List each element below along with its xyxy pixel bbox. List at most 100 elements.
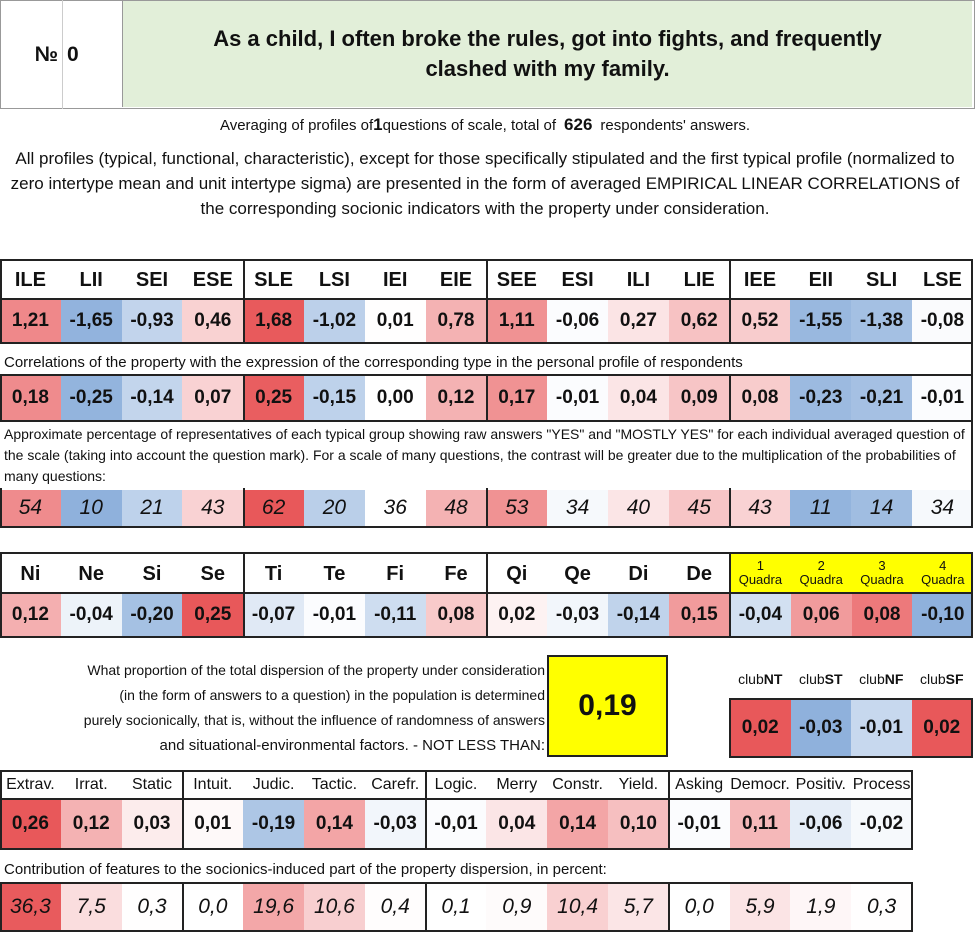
type-correlation-see: 0,17 (486, 376, 548, 420)
function-value-qi: 0,02 (486, 594, 548, 636)
type-percentage-lse: 34 (912, 490, 973, 526)
respondent-count: 626 (564, 115, 593, 134)
feature-value-democr: 0,11 (729, 800, 791, 848)
type-correlation-lii: -0,25 (60, 376, 122, 420)
feature-value-intuit: 0,01 (182, 800, 244, 848)
type-correlation-esi: -0,01 (547, 376, 608, 420)
function-value-de: 0,15 (668, 594, 730, 636)
function-label-te: Te (323, 562, 346, 585)
feature-value-extrav: 0,26 (0, 800, 61, 848)
grid-line (0, 488, 2, 528)
feature-value-tactic: 0,14 (304, 800, 365, 848)
type-percentage-see: 53 (486, 490, 548, 526)
type-label-ili: ILI (626, 268, 651, 291)
feature-contribution-process: 0,3 (851, 884, 912, 930)
type-correlation-lie: 0,09 (668, 376, 730, 420)
quadra-value-2: 0,08 (851, 594, 913, 636)
feature-label-process: Process (852, 776, 911, 793)
grid-line (0, 552, 2, 638)
feature-label-positiv: Positiv. (795, 776, 846, 793)
quadra-value-0: -0,04 (730, 594, 791, 636)
description-text: All profiles (typical, functional, chara… (10, 149, 960, 218)
function-value-se: 0,25 (182, 594, 244, 636)
feature-label-extrav: Extrav. (6, 776, 55, 793)
grid-line (0, 798, 913, 800)
grid-line (486, 259, 488, 344)
quadra-label-3: 3 Quadra (851, 554, 913, 592)
club-value-3: 0,02 (911, 700, 972, 756)
type-correlation-iee: 0,08 (729, 376, 791, 420)
question-title: As a child, I often broke the rules, got… (122, 1, 972, 107)
feature-label-democr: Democr. (730, 776, 790, 793)
feature-label-judic: Judic. (252, 776, 295, 793)
feature-contribution-democr: 5,9 (729, 884, 791, 930)
club-label-st: club ST (798, 671, 843, 687)
function-label-ti: Ti (264, 562, 283, 585)
feature-value-process: -0,02 (851, 800, 912, 848)
grid-line (729, 374, 731, 422)
grid-line (729, 552, 731, 638)
grid-line (0, 882, 913, 884)
feature-label-constr: Constr. (552, 776, 603, 793)
summary-line: Averaging of profiles of 1 questions of … (219, 115, 751, 134)
feature-value-positiv: -0,06 (790, 800, 852, 848)
grid-line (971, 259, 973, 528)
number-value: 0 (62, 0, 122, 109)
type-profile-lii: -1,65 (60, 300, 122, 342)
type-profile-iee: 0,52 (729, 300, 791, 342)
grid-line (486, 488, 488, 528)
grid-line (971, 698, 973, 758)
function-value-si: -0,20 (121, 594, 183, 636)
grid-line (0, 930, 913, 932)
grid-line (911, 770, 913, 850)
feature-label-tactic: Tactic. (311, 776, 358, 793)
grid-line (182, 882, 184, 932)
type-percentage-sli: 14 (851, 490, 912, 526)
type-profile-ese: 0,46 (182, 300, 244, 342)
function-value-fi: -0,11 (364, 594, 426, 636)
feature-value-carefr: -0,03 (364, 800, 426, 848)
type-label-lie: LIE (683, 268, 715, 291)
club-value-2: -0,01 (851, 700, 912, 756)
type-correlation-eie: 0,12 (425, 376, 487, 420)
grid-line (182, 770, 184, 850)
percent-note: Approximate percentage of representative… (4, 426, 965, 484)
grid-line (0, 259, 2, 344)
type-label-iee: IEE (743, 268, 777, 291)
function-value-di: -0,14 (608, 594, 669, 636)
feature-contribution-carefr: 0,4 (364, 884, 426, 930)
type-correlation-eii: -0,23 (790, 376, 852, 420)
type-percentage-iee: 43 (729, 490, 791, 526)
type-label-sli: SLI (866, 268, 898, 291)
feature-contribution-static: 0,3 (121, 884, 183, 930)
grid-line (243, 259, 245, 344)
function-label-ne: Ne (78, 562, 104, 585)
type-profile-see: 1,11 (486, 300, 548, 342)
quadra-label-2: 2 Quadra (790, 554, 852, 592)
grid-line (486, 552, 488, 638)
type-profile-ile: 1,21 (0, 300, 61, 342)
type-correlation-iei: 0,00 (364, 376, 426, 420)
type-percentage-esi: 34 (547, 490, 608, 526)
dispersion-note: What proportion of the total dispersion … (83, 662, 545, 754)
feature-contribution-asking: 0,0 (668, 884, 730, 930)
type-percentage-ile: 54 (0, 490, 61, 526)
grid-line (0, 374, 2, 422)
feature-value-asking: -0,01 (668, 800, 730, 848)
type-percentage-lsi: 20 (304, 490, 365, 526)
type-correlation-ile: 0,18 (0, 376, 61, 420)
type-percentage-lii: 10 (60, 490, 122, 526)
feature-contribution-yield: 5,7 (608, 884, 669, 930)
function-label-si: Si (142, 562, 162, 585)
feature-contribution-intuit: 0,0 (182, 884, 244, 930)
grid-line (425, 882, 427, 932)
type-percentage-lie: 45 (668, 490, 730, 526)
grid-line (0, 770, 913, 772)
type-label-esi: ESI (561, 268, 594, 291)
grid-line (243, 552, 245, 638)
type-profile-lsi: -1,02 (304, 300, 365, 342)
quadra-label-1: 1 Quadra (730, 554, 791, 592)
type-label-eie: EIE (439, 268, 473, 291)
type-label-lsi: LSI (318, 268, 350, 291)
function-value-ni: 0,12 (0, 594, 61, 636)
